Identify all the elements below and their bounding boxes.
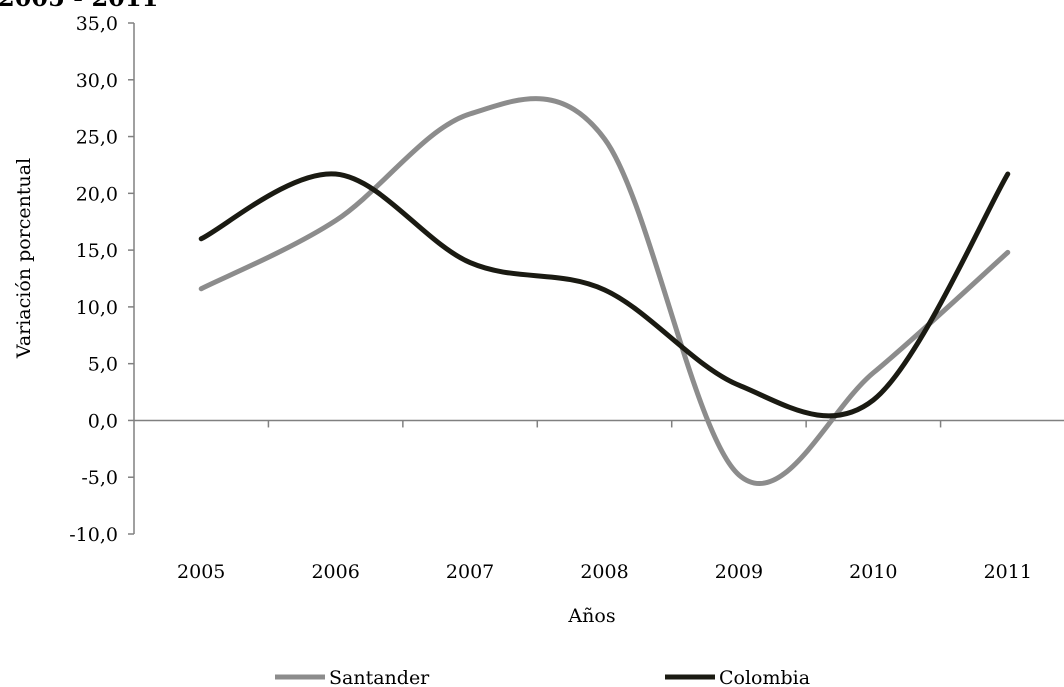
series-lines (198, 96, 1011, 486)
y-tick-label: 30,0 (76, 70, 118, 92)
y-axis-label: Variación porcentual (13, 158, 35, 359)
y-tick-label: 15,0 (76, 240, 118, 262)
x-tick-label: 2010 (849, 561, 897, 583)
axes (133, 23, 1064, 534)
y-tick-label: -10,0 (69, 524, 118, 546)
series-line-colombia (198, 171, 1011, 419)
x-axis-label: Años (567, 605, 615, 627)
y-tick-label: 0,0 (88, 410, 118, 432)
x-tick-label: 2007 (446, 561, 494, 583)
y-tick-label: 5,0 (88, 354, 118, 376)
y-tick-label: 20,0 (76, 183, 118, 205)
y-tick-label: 10,0 (76, 297, 118, 319)
y-tick-label: -5,0 (81, 467, 118, 489)
y-tick-label: 25,0 (76, 127, 118, 149)
series-line-santander (198, 96, 1011, 486)
x-tick-label: 2006 (311, 561, 359, 583)
y-tick-label: 35,0 (76, 13, 118, 35)
legend: Santander Colombia (275, 667, 810, 687)
legend-item-colombia: Colombia (665, 667, 810, 687)
x-tick-label: 2005 (177, 561, 225, 583)
chart-title: 2005 - 2011 (0, 0, 158, 12)
x-tick-label: 2011 (984, 561, 1032, 583)
legend-item-santander: Santander (275, 667, 430, 687)
legend-label: Colombia (719, 667, 810, 687)
x-axis-ticks: 2005 2006 2007 2008 2009 2010 2011 (177, 420, 1032, 583)
x-tick-label: 2009 (715, 561, 763, 583)
x-tick-label: 2008 (580, 561, 628, 583)
y-axis-ticks: -10,0 -5,0 0,0 5,0 10,0 15,0 20,0 25,0 30,0 35,0 (69, 13, 134, 546)
legend-label: Santander (329, 667, 430, 687)
